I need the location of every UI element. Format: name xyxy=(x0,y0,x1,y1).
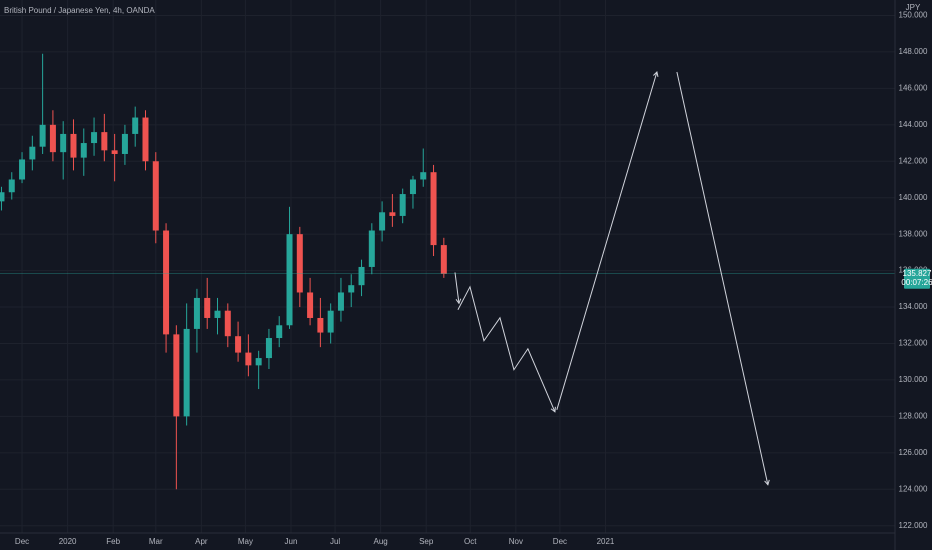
y-tick-label: 134.000 xyxy=(899,302,928,311)
drawing-arrow xyxy=(676,71,769,485)
candle-body xyxy=(29,146,36,160)
candle-body xyxy=(430,172,437,246)
candle-body xyxy=(60,133,67,153)
x-tick-label: Sep xyxy=(419,537,434,546)
x-tick-label: Dec xyxy=(553,537,567,546)
y-tick-label: 138.000 xyxy=(899,229,928,238)
candle-body xyxy=(173,334,180,417)
y-tick-label: 124.000 xyxy=(899,484,928,493)
candle-body xyxy=(389,212,396,216)
arrow-head xyxy=(550,406,556,413)
candle-body xyxy=(337,292,344,311)
candle-body xyxy=(420,172,427,180)
y-tick-label: 148.000 xyxy=(899,47,928,56)
x-tick-label: Jun xyxy=(285,537,298,546)
candle-body xyxy=(152,161,159,231)
candle-body xyxy=(91,132,98,144)
y-tick-label: 146.000 xyxy=(899,83,928,92)
candle-body xyxy=(142,117,149,162)
candle-body xyxy=(399,194,406,216)
x-tick-label: Jul xyxy=(330,537,340,546)
candle-body xyxy=(111,150,118,154)
x-tick-label: Apr xyxy=(195,537,208,546)
candle-body xyxy=(0,192,5,202)
x-tick-label: Feb xyxy=(106,537,120,546)
candle-body xyxy=(317,317,324,333)
candle-body xyxy=(276,325,283,339)
x-tick-label: Dec xyxy=(15,537,29,546)
y-tick-label: 150.000 xyxy=(899,11,928,20)
candle-body xyxy=(440,245,447,274)
x-tick-label: Nov xyxy=(509,537,523,546)
x-tick-label: 2020 xyxy=(59,537,77,546)
candle-body xyxy=(368,230,375,267)
candle-body xyxy=(214,310,221,318)
x-tick-label: Oct xyxy=(464,537,477,546)
candle-body xyxy=(19,159,26,180)
last-price-tag xyxy=(904,268,930,289)
candle-body xyxy=(132,117,139,134)
candle-body xyxy=(204,297,211,318)
drawing-arrow xyxy=(457,285,556,413)
countdown-label: 00:07:26 xyxy=(901,278,932,287)
y-tick-label: 130.000 xyxy=(899,375,928,384)
candle-body xyxy=(327,310,334,333)
drawing-arrow xyxy=(454,272,460,304)
x-tick-label: May xyxy=(238,537,253,546)
currency-label: JPY xyxy=(906,3,921,12)
x-tick-label: Aug xyxy=(374,537,388,546)
candle-body xyxy=(8,179,15,193)
candle-body xyxy=(163,230,170,335)
candle-body xyxy=(255,358,262,366)
candle-body xyxy=(101,132,108,151)
candle-body xyxy=(183,328,190,417)
arrow-head xyxy=(455,298,462,305)
y-tick-label: 128.000 xyxy=(899,411,928,420)
candle-body xyxy=(235,336,242,353)
arrow-head xyxy=(653,70,659,77)
y-tick-label: 122.000 xyxy=(899,521,928,530)
candle-body xyxy=(296,234,303,293)
candle-body xyxy=(121,133,128,154)
symbol-title: British Pound / Japanese Yen, 4h, OANDA xyxy=(4,6,155,15)
y-tick-label: 144.000 xyxy=(899,120,928,129)
candle-body xyxy=(286,234,293,326)
candle-body xyxy=(265,338,272,359)
drawing-arrow xyxy=(556,71,658,410)
candle-body xyxy=(193,297,200,329)
candle-body xyxy=(224,310,231,337)
candle-body xyxy=(80,143,87,158)
candle-body xyxy=(358,266,365,286)
last-price-label: 135.827 xyxy=(903,269,932,278)
y-tick-label: 140.000 xyxy=(899,193,928,202)
candle-body xyxy=(379,212,386,231)
candle-body xyxy=(49,124,56,153)
y-tick-label: 142.000 xyxy=(899,156,928,165)
x-tick-label: Mar xyxy=(149,537,163,546)
y-tick-label: 126.000 xyxy=(899,448,928,457)
candle-body xyxy=(348,285,355,293)
candle-body xyxy=(307,292,314,318)
candle-body xyxy=(39,124,46,147)
candle-body xyxy=(245,352,252,366)
candle-body xyxy=(70,133,77,158)
x-tick-label: 2021 xyxy=(597,537,615,546)
candle-body xyxy=(409,179,416,195)
y-tick-label: 132.000 xyxy=(899,339,928,348)
arrow-head xyxy=(764,479,770,486)
